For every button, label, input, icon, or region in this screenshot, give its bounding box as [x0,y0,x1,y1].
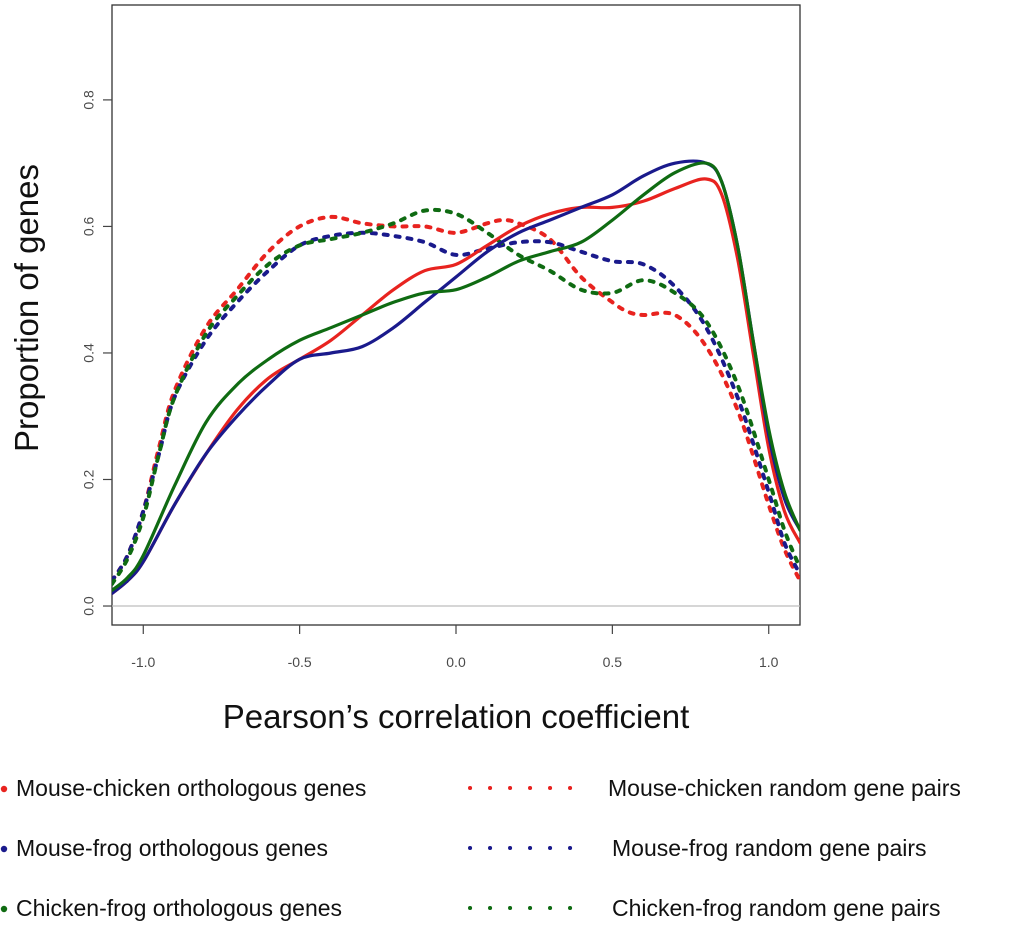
y-tick-label: 0.4 [81,343,97,363]
x-tick-label: 1.0 [759,654,779,670]
series-layer [112,159,800,595]
legend-item: Mouse-chicken orthologous genes [0,775,366,801]
legend-item: Chicken-frog orthologous genes [0,895,342,921]
x-tick-label: 0.5 [603,654,623,670]
x-tick-label: -1.0 [131,654,155,670]
legend-swatch [0,845,8,853]
legend-label: Mouse-frog random gene pairs [612,835,927,861]
legend-label: Mouse-chicken orthologous genes [16,775,366,801]
y-tick-label: 0.6 [81,216,97,236]
series-line-chicken-frog-random-gene-pairs [112,207,800,586]
series-line-chicken-frog-orthologous-genes [112,161,800,592]
legend-item: Mouse-frog random gene pairs [468,835,927,861]
x-tick-label: 0.0 [446,654,466,670]
legend-item: Mouse-frog orthologous genes [0,835,328,861]
legend-item: Mouse-chicken random gene pairs [468,775,961,801]
x-axis-title: Pearson’s correlation coefficient [223,698,690,735]
y-axis-title: Proportion of genes [8,164,45,452]
legend-label: Mouse-frog orthologous genes [16,835,328,861]
legend-swatch [0,905,8,913]
legend: Mouse-chicken orthologous genes Mouse-fro… [0,775,961,921]
legend-label: Chicken-frog orthologous genes [16,895,342,921]
y-axis: 0.0 0.2 0.4 0.6 0.8 [81,90,112,616]
legend-label: Mouse-chicken random gene pairs [608,775,961,801]
x-axis: -1.0 -0.5 0.0 0.5 1.0 [131,625,779,670]
y-tick-label: 0.8 [81,90,97,110]
legend-item: Chicken-frog random gene pairs [468,895,941,921]
x-tick-label: -0.5 [288,654,312,670]
series-line-mouse-chicken-random-gene-pairs [112,214,800,583]
y-tick-label: 0.0 [81,596,97,616]
plot-area [111,4,801,626]
y-tick-label: 0.2 [81,470,97,490]
legend-swatch [0,785,8,793]
legend-label: Chicken-frog random gene pairs [612,895,941,921]
